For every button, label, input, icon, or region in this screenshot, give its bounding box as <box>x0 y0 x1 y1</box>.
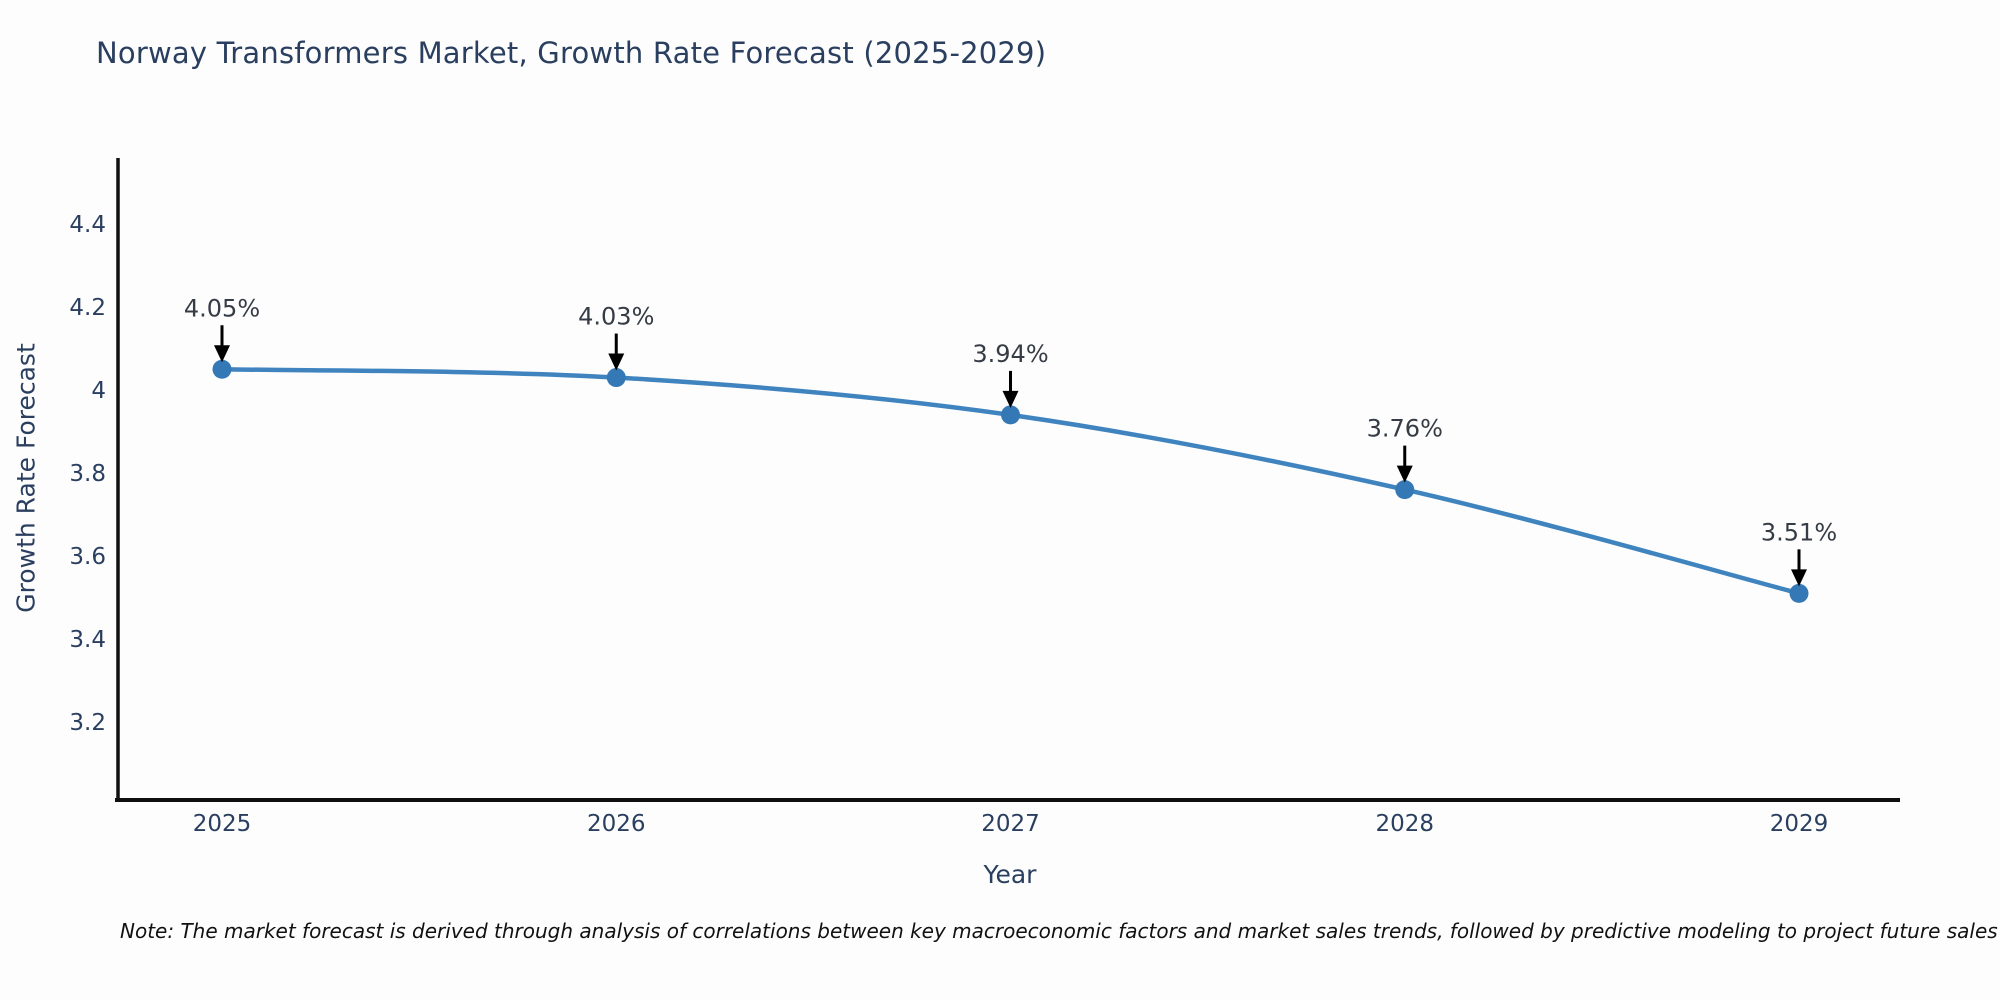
data-point <box>212 359 232 379</box>
y-tick-label: 3.6 <box>69 544 106 570</box>
annotation-arrowhead <box>608 353 625 371</box>
annotation-arrowhead <box>1791 569 1807 587</box>
x-tick-label: 2028 <box>1375 811 1434 837</box>
x-axis-title: Year <box>983 860 1037 889</box>
data-point <box>606 368 626 388</box>
point-label: 3.76% <box>1367 415 1443 443</box>
x-tick-label: 2026 <box>587 811 646 837</box>
point-label: 4.05% <box>184 294 260 322</box>
x-tick-label: 2029 <box>1770 811 1829 837</box>
y-tick-label: 4.4 <box>69 212 106 238</box>
annotation-arrowhead <box>1002 390 1019 408</box>
data-point <box>1001 405 1020 425</box>
y-tick-label: 4.2 <box>69 295 106 321</box>
chart-title: Norway Transformers Market, Growth Rate … <box>96 36 1047 70</box>
point-label: 4.03% <box>578 303 654 331</box>
y-tick-label: 3.4 <box>69 627 106 653</box>
annotation-arrowhead <box>1396 465 1413 483</box>
x-tick-label: 2027 <box>981 811 1040 837</box>
footnote: Note: The market forecast is derived thr… <box>120 919 1998 943</box>
x-tick-label: 2025 <box>193 811 252 837</box>
annotation-arrowhead <box>214 345 230 363</box>
point-label: 3.94% <box>972 340 1048 368</box>
y-tick-label: 3.8 <box>69 461 106 487</box>
y-tick-label: 3.2 <box>69 710 106 736</box>
data-point <box>1395 480 1415 500</box>
y-tick-label: 4 <box>91 378 106 404</box>
point-label: 3.51% <box>1761 518 1837 546</box>
data-point <box>1789 583 1809 603</box>
